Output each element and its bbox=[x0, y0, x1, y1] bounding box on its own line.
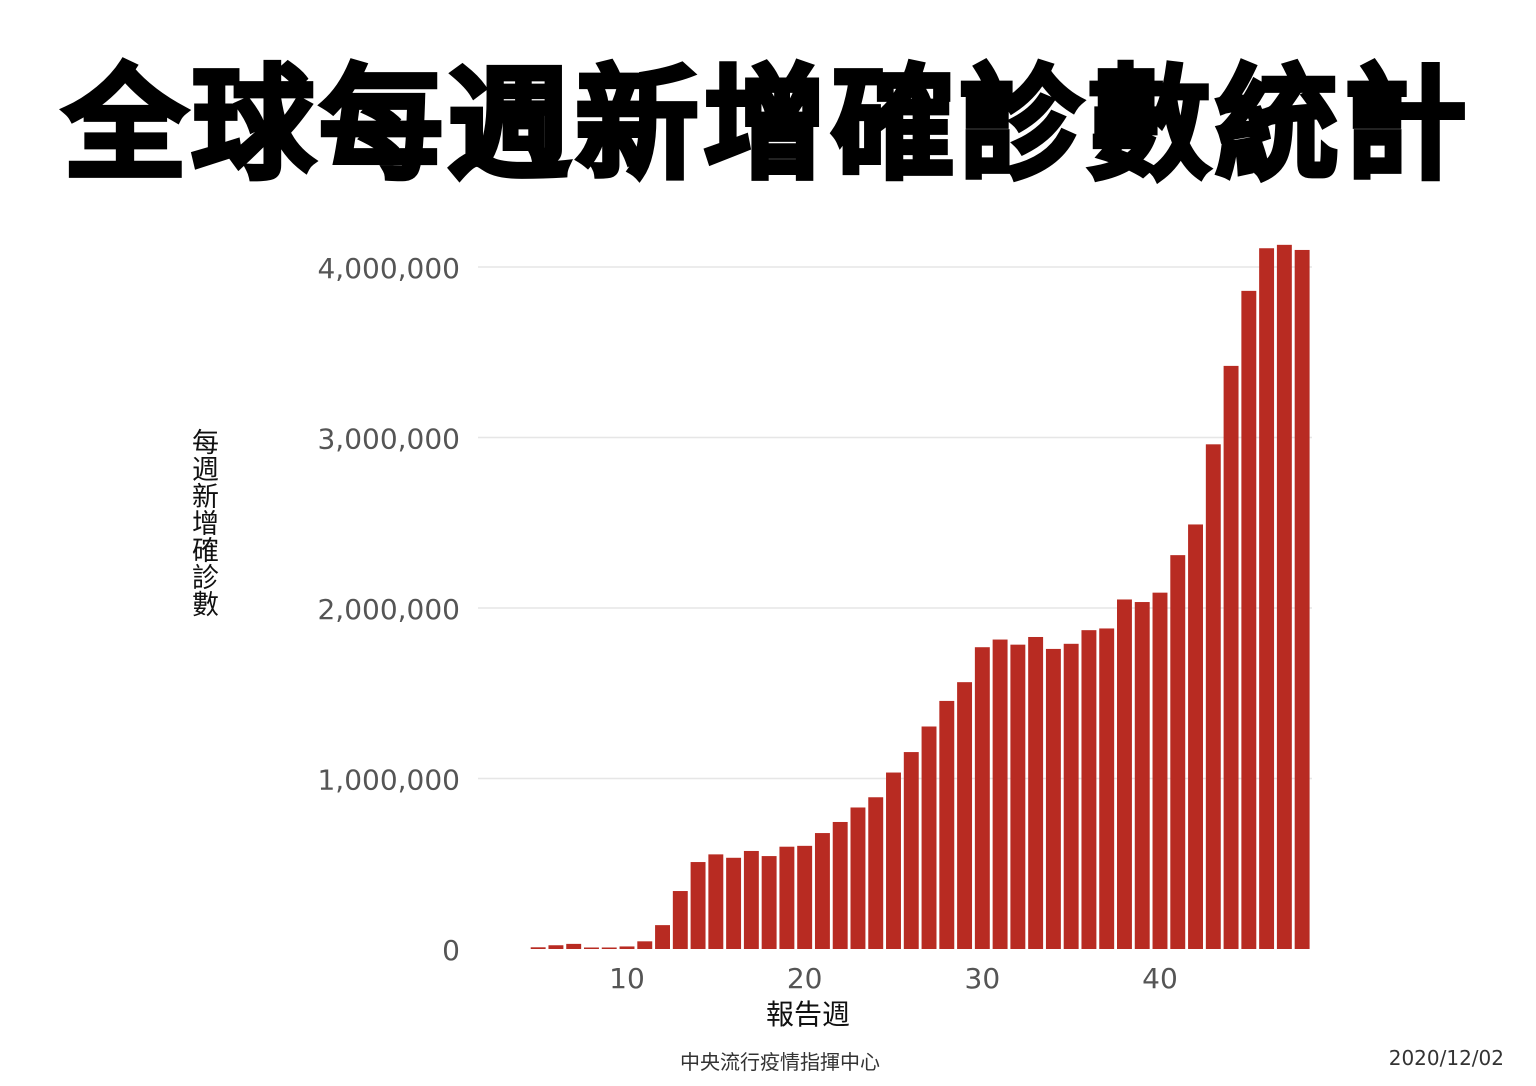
bar-week-35 bbox=[1063, 643, 1079, 949]
report-date: 2020/12/02 bbox=[1388, 1046, 1504, 1070]
bar-week-38 bbox=[1117, 599, 1132, 949]
x-tick-labels: 10 20 30 40 bbox=[609, 962, 1178, 995]
bar-week-18 bbox=[761, 856, 777, 949]
bar-week-7 bbox=[566, 943, 582, 949]
bar-week-43 bbox=[1205, 444, 1221, 949]
bar-week-23 bbox=[850, 807, 866, 949]
y-tick-labels: 0 1,000,000 2,000,000 3,000,000 4,000,000 bbox=[317, 252, 460, 967]
y-tick-label: 0 bbox=[442, 934, 460, 967]
bar-week-6 bbox=[548, 945, 564, 949]
bar-week-11 bbox=[637, 941, 653, 949]
bar-week-42 bbox=[1188, 524, 1203, 949]
bar-week-5 bbox=[530, 947, 546, 949]
bar-week-47 bbox=[1276, 244, 1292, 949]
bar-week-32 bbox=[1010, 644, 1026, 949]
bar-week-31 bbox=[992, 639, 1008, 949]
x-tick-label: 30 bbox=[965, 962, 1001, 995]
bar-week-19 bbox=[779, 846, 795, 949]
bar-week-44 bbox=[1223, 365, 1239, 949]
bar-week-25 bbox=[886, 772, 901, 949]
bar-week-27 bbox=[921, 726, 937, 949]
bar-week-26 bbox=[903, 752, 919, 949]
bar-week-14 bbox=[690, 862, 706, 949]
bar-week-12 bbox=[655, 925, 670, 949]
x-tick-label: 10 bbox=[609, 962, 645, 995]
bar-week-28 bbox=[939, 700, 955, 949]
gridlines bbox=[478, 266, 1312, 780]
bar-week-22 bbox=[832, 821, 848, 949]
bar-week-20 bbox=[797, 845, 813, 949]
y-tick-label: 3,000,000 bbox=[317, 423, 460, 456]
chart-title: 全球每週新增確診數統計 bbox=[62, 52, 1472, 199]
bar-week-29 bbox=[957, 682, 973, 949]
x-axis-label: 報告週 bbox=[766, 998, 850, 1031]
bar-week-41 bbox=[1170, 555, 1186, 949]
y-tick-label: 1,000,000 bbox=[317, 764, 460, 797]
y-axis-label: 每週新增確診數 bbox=[187, 428, 218, 617]
bar-week-46 bbox=[1259, 248, 1275, 949]
bar-week-21 bbox=[814, 833, 830, 949]
bars bbox=[530, 244, 1310, 949]
x-tick-label: 20 bbox=[787, 962, 823, 995]
bar-week-36 bbox=[1081, 630, 1097, 949]
bar-week-37 bbox=[1099, 628, 1115, 949]
y-tick-label: 2,000,000 bbox=[317, 593, 460, 626]
y-tick-label: 4,000,000 bbox=[317, 252, 460, 285]
bar-week-9 bbox=[601, 947, 617, 949]
bar-week-10 bbox=[619, 946, 635, 949]
source-credit: 中央流行疫情指揮中心 bbox=[680, 1050, 880, 1074]
bar-week-30 bbox=[974, 647, 990, 949]
bar-week-45 bbox=[1241, 290, 1257, 949]
bar-week-33 bbox=[1028, 636, 1044, 949]
x-tick-label: 40 bbox=[1142, 962, 1178, 995]
bar-week-39 bbox=[1134, 602, 1150, 949]
bar-week-24 bbox=[868, 797, 884, 949]
bar-week-40 bbox=[1152, 592, 1168, 949]
bar-week-8 bbox=[584, 947, 599, 949]
bar-week-17 bbox=[743, 850, 759, 949]
bar-week-16 bbox=[726, 857, 742, 949]
bar-week-15 bbox=[708, 854, 724, 949]
bar-week-13 bbox=[672, 891, 688, 949]
bar-week-48 bbox=[1294, 249, 1310, 949]
bar-week-34 bbox=[1045, 648, 1061, 949]
